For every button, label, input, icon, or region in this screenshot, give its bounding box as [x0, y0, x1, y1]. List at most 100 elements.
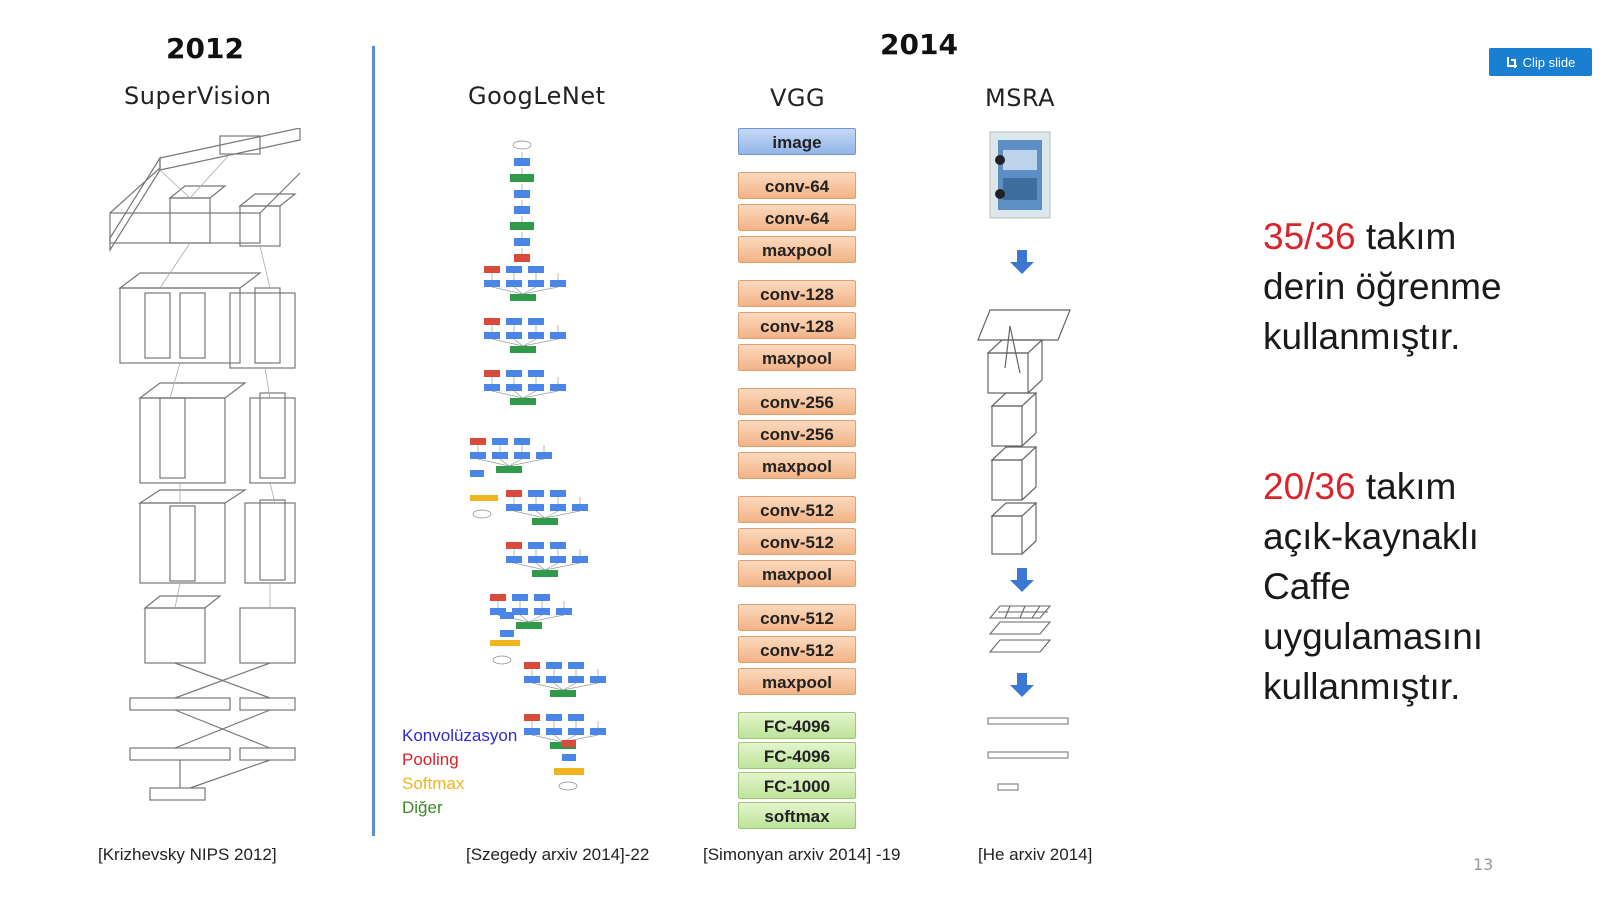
googlenet-block [512, 594, 528, 601]
googlenet-node [492, 655, 512, 665]
googlenet-block [554, 768, 584, 775]
googlenet-edge [513, 338, 524, 347]
googlenet-block [590, 676, 606, 683]
googlenet-edge [491, 338, 524, 347]
googlenet-block [506, 266, 522, 273]
googlenet-block [506, 384, 522, 391]
googlenet-block [500, 630, 514, 637]
googlenet-block [546, 714, 562, 721]
googlenet-block [506, 556, 522, 563]
heading-googlenet: GoogLeNet [468, 82, 606, 110]
arrow-down-icon [1010, 568, 1034, 592]
googlenet-block [550, 690, 576, 697]
googlenet-block [532, 518, 558, 525]
googlenet-edge [553, 734, 564, 743]
googlenet-block [510, 222, 534, 230]
googlenet-block [572, 504, 588, 511]
vgg-layer-pool: maxpool [738, 452, 856, 479]
googlenet-block [528, 370, 544, 377]
arrow-down-icon [1010, 673, 1034, 697]
googlenet-block [512, 608, 528, 615]
googlenet-block [492, 452, 508, 459]
vgg-layer-conv: conv-128 [738, 312, 856, 339]
msra-diagram [977, 131, 1071, 791]
googlenet-block [546, 662, 562, 669]
googlenet-block [536, 452, 552, 459]
googlenet-block [550, 490, 566, 497]
googlenet-edge [553, 682, 564, 691]
googlenet-edge [491, 286, 524, 295]
googlenet-block [514, 158, 530, 166]
googlenet-block [546, 676, 562, 683]
googlenet-block [490, 594, 506, 601]
stat-caffe: 20/36 takım açık-kaynaklı Caffe uygulama… [1263, 462, 1483, 712]
googlenet-edge [519, 614, 530, 623]
googlenet-edge [513, 390, 524, 399]
googlenet-edge [491, 390, 524, 399]
stat-line: uygulamasını [1263, 616, 1484, 657]
stat-line: açık-kaynaklı [1263, 516, 1479, 557]
googlenet-block [568, 676, 584, 683]
stat-highlight: 20/36 [1263, 466, 1356, 507]
googlenet-block [546, 728, 562, 735]
googlenet-edge [477, 458, 510, 467]
googlenet-block [572, 556, 588, 563]
googlenet-block [532, 570, 558, 577]
googlenet-block [470, 452, 484, 459]
googlenet-block [496, 466, 522, 473]
googlenet-block [568, 714, 584, 721]
googlenet-block [528, 332, 544, 339]
citation-he: [He arxiv 2014] [978, 845, 1093, 864]
googlenet-edge [535, 562, 546, 571]
googlenet-block [534, 594, 550, 601]
googlenet-edge [522, 338, 559, 347]
googlenet-edge [499, 458, 510, 467]
googlenet-block [568, 662, 584, 669]
googlenet-block [528, 490, 544, 497]
clip-slide-button[interactable]: Clip slide [1489, 48, 1592, 76]
clip-slide-label: Clip slide [1522, 54, 1576, 70]
googlenet-block [506, 542, 522, 549]
stat-deep-learning: 35/36 takım derin öğrenme kullanmıştır. [1263, 212, 1502, 362]
citation-szegedy: [Szegedy arxiv 2014]-22 [466, 845, 650, 864]
vgg-layer-fc: softmax [738, 802, 856, 829]
googlenet-edge [544, 510, 581, 519]
googlenet-node [558, 781, 578, 791]
page-number: 13 [1473, 855, 1494, 874]
googlenet-block [510, 398, 536, 405]
googlenet-block [556, 608, 572, 615]
googlenet-block [514, 452, 530, 459]
section-divider [372, 46, 375, 836]
googlenet-block [550, 542, 566, 549]
vgg-layer-pool: maxpool [738, 560, 856, 587]
googlenet-edge [522, 390, 559, 399]
googlenet-block [506, 280, 522, 287]
googlenet-node [472, 509, 492, 519]
vgg-layer-fc: FC-4096 [738, 742, 856, 769]
googlenet-block [514, 206, 530, 214]
year-2014: 2014 [880, 28, 958, 61]
stat-line: takım [1355, 466, 1457, 507]
citation-simonyan: [Simonyan arxiv 2014] -19 [703, 845, 901, 864]
googlenet-block [590, 728, 606, 735]
supervision-diagram [109, 128, 301, 801]
googlenet-block [510, 346, 536, 353]
googlenet-block [500, 612, 514, 619]
googlenet-block [514, 190, 530, 198]
googlenet-diagram [470, 140, 606, 791]
googlenet-block [528, 542, 544, 549]
citation-krizhevsky: [Krizhevsky NIPS 2012] [98, 845, 277, 864]
stat-line: takım [1355, 216, 1457, 257]
heading-vgg: VGG [770, 84, 826, 112]
googlenet-block [510, 174, 534, 182]
vgg-layer-fc: FC-4096 [738, 712, 856, 739]
googlenet-block [492, 438, 508, 445]
vgg-layer-conv: conv-512 [738, 528, 856, 555]
googlenet-block [524, 728, 540, 735]
googlenet-block [524, 662, 540, 669]
googlenet-edge [535, 510, 546, 519]
googlenet-edge [522, 286, 559, 295]
googlenet-block [490, 640, 520, 646]
googlenet-edge [508, 458, 545, 467]
stat-line: kullanmıştır. [1263, 666, 1461, 707]
